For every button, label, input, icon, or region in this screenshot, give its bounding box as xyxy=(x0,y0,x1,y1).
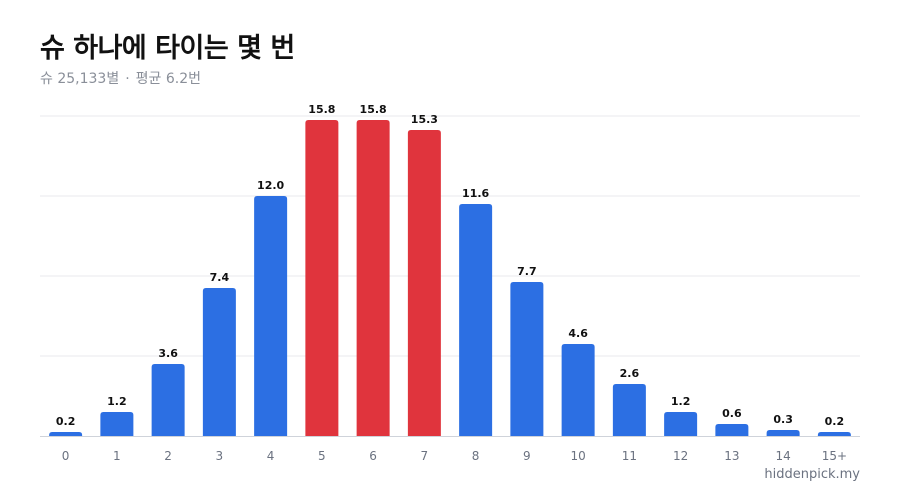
x-tick-label-15+: 15+ xyxy=(822,449,847,463)
x-tick-label-3: 3 xyxy=(216,449,224,463)
x-tick-label-10: 10 xyxy=(570,449,585,463)
value-label-8: 11.6 xyxy=(462,187,489,200)
value-label-2: 3.6 xyxy=(158,347,178,360)
value-labels: 0.2 1.2 3.6 7.4 12.0 15.8 15.8 15.3 11.6 7.7 4.6 2.… xyxy=(56,103,844,428)
bar-4 xyxy=(254,196,288,436)
x-tick-label-6: 6 xyxy=(369,449,377,463)
x-tick-label-5: 5 xyxy=(318,449,326,463)
x-tick-label-11: 11 xyxy=(622,449,637,463)
x-tick-label-13: 13 xyxy=(724,449,739,463)
x-tick-label-1: 1 xyxy=(113,449,121,463)
grid-lines xyxy=(40,115,860,437)
bar-0 xyxy=(49,432,83,436)
bar-2 xyxy=(151,364,185,436)
x-tick-label-8: 8 xyxy=(472,449,480,463)
chart-title: 슈 하나에 타이는 몇 번 xyxy=(40,33,295,64)
value-label-10: 4.6 xyxy=(568,327,588,340)
subtitle-average: 평균 6.2번 xyxy=(135,71,202,87)
bar-6 xyxy=(356,120,390,436)
watermark: hiddenpick.my xyxy=(764,467,860,482)
value-label-0: 0.2 xyxy=(56,415,76,428)
value-label-6: 15.8 xyxy=(360,103,387,116)
value-label-5: 15.8 xyxy=(308,103,335,116)
bar-11 xyxy=(612,384,646,436)
bar-1 xyxy=(100,412,134,436)
value-label-13: 0.6 xyxy=(722,407,742,420)
chart-subtitle: 슈 25,133별 · 평균 6.2번 xyxy=(40,68,201,88)
x-tick-label-9: 9 xyxy=(523,449,531,463)
value-label-14: 0.3 xyxy=(773,413,793,426)
bar-13 xyxy=(715,424,749,436)
value-label-12: 1.2 xyxy=(671,395,691,408)
value-label-11: 2.6 xyxy=(620,367,640,380)
value-label-3: 7.4 xyxy=(210,271,230,284)
x-tick-label-2: 2 xyxy=(164,449,172,463)
bar-15+ xyxy=(817,432,851,436)
bar-7 xyxy=(407,130,441,436)
value-label-1: 1.2 xyxy=(107,395,127,408)
bar-5 xyxy=(305,120,339,436)
x-tick-label-14: 14 xyxy=(775,449,790,463)
x-tick-label-12: 12 xyxy=(673,449,688,463)
subtitle-count: 슈 25,133별 xyxy=(40,71,120,87)
subtitle-separator: · xyxy=(125,71,130,87)
x-axis-ticks: 0 1 2 3 4 5 6 7 8 9 10 11 12 13 14 15+ xyxy=(62,449,847,463)
bars xyxy=(49,120,851,436)
x-tick-label-4: 4 xyxy=(267,449,275,463)
x-tick-label-0: 0 xyxy=(62,449,70,463)
bar-8 xyxy=(459,204,493,436)
bar-12 xyxy=(664,412,698,436)
value-label-7: 15.3 xyxy=(411,113,438,126)
bar-10 xyxy=(561,344,595,436)
bar-14 xyxy=(766,430,800,436)
bar-3 xyxy=(202,288,236,436)
value-label-15+: 0.2 xyxy=(825,415,845,428)
value-label-4: 12.0 xyxy=(257,179,284,192)
x-tick-label-7: 7 xyxy=(421,449,429,463)
bar-9 xyxy=(510,282,544,436)
value-label-9: 7.7 xyxy=(517,265,537,278)
